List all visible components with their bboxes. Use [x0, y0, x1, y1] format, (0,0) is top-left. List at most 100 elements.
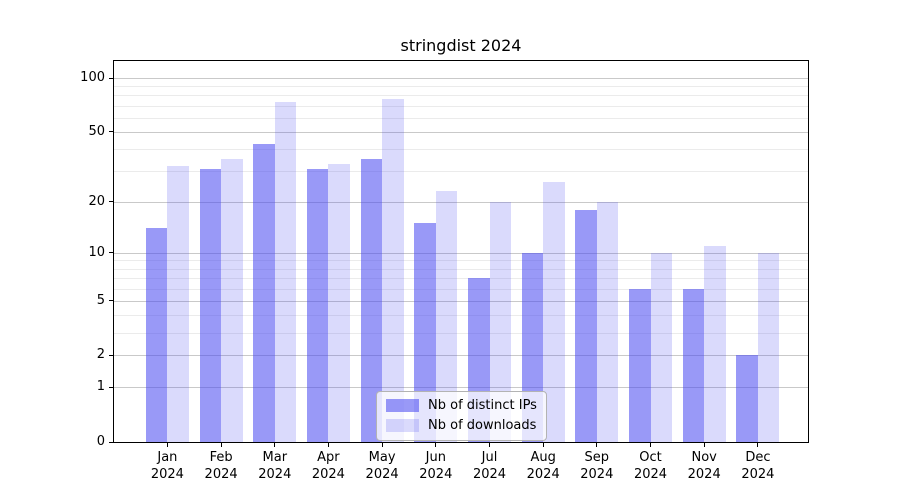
- y-axis-tick: [109, 131, 113, 133]
- year-label: 2024: [419, 467, 453, 482]
- legend: Nb of distinct IPs Nb of downloads: [376, 391, 547, 441]
- x-axis-tick: [703, 443, 705, 447]
- x-axis-tick: [220, 443, 222, 447]
- x-axis-tick-label: Mar 2024: [247, 449, 303, 483]
- legend-label: Nb of downloads: [428, 418, 537, 433]
- year-label: 2024: [580, 467, 614, 482]
- year-label: 2024: [150, 467, 184, 482]
- y-axis-tick: [109, 201, 113, 203]
- y-axis-tick: [109, 354, 113, 356]
- month-label: Dec: [745, 450, 771, 465]
- legend-swatch: [386, 419, 419, 432]
- year-label: 2024: [526, 467, 560, 482]
- month-label: Jan: [157, 450, 178, 465]
- minor-gridline: [114, 288, 808, 290]
- x-axis-tick: [327, 443, 329, 447]
- bar-distinct-ips: [253, 143, 275, 442]
- x-axis-tick: [650, 443, 651, 447]
- x-axis-tick: [489, 443, 490, 447]
- bar-distinct-ips: [145, 228, 168, 442]
- bar-distinct-ips: [629, 288, 651, 442]
- x-axis-tick-label: Jun 2024: [408, 449, 464, 483]
- x-axis-tick: [381, 443, 383, 447]
- gridlines-layer: [114, 61, 808, 442]
- x-axis-tick-label: Feb 2024: [193, 449, 249, 483]
- y-axis-tick: [109, 386, 113, 388]
- bar-distinct-ips: [414, 223, 436, 442]
- bar-downloads: [489, 201, 511, 442]
- x-axis-tick-label: Dec 2024: [730, 449, 786, 483]
- month-label: Aug: [530, 450, 556, 465]
- x-axis-tick-label: Aug 2024: [515, 449, 571, 483]
- major-gridline: [114, 131, 808, 133]
- bar-downloads: [274, 101, 297, 442]
- minor-gridline: [114, 260, 808, 262]
- y-axis-tick: [109, 252, 113, 254]
- bar-downloads: [221, 159, 243, 442]
- year-label: 2024: [365, 467, 399, 482]
- y-axis-tick: [109, 300, 113, 302]
- bar-distinct-ips: [575, 209, 597, 442]
- minor-gridline: [114, 149, 808, 151]
- year-label: 2024: [258, 467, 292, 482]
- bar-distinct-ips: [736, 355, 758, 442]
- bar-downloads: [435, 191, 458, 442]
- y-axis-tick-label: 50: [88, 123, 105, 139]
- x-axis-tick: [596, 443, 598, 447]
- bar-downloads: [596, 201, 619, 442]
- major-gridline: [114, 78, 808, 79]
- major-gridline: [114, 387, 808, 389]
- y-axis-tick-label: 10: [88, 244, 105, 260]
- y-axis-tick: [109, 77, 113, 79]
- y-axis-tick-label: 20: [88, 193, 105, 209]
- minor-gridline: [114, 332, 808, 334]
- minor-gridline: [114, 86, 808, 88]
- minor-gridline: [114, 95, 808, 97]
- minor-gridline: [114, 105, 808, 107]
- major-gridline: [114, 201, 808, 203]
- major-gridline: [114, 300, 808, 302]
- minor-gridline: [114, 315, 808, 317]
- x-axis-tick-label: Sep 2024: [569, 449, 625, 483]
- year-label: 2024: [741, 467, 775, 482]
- major-gridline: [114, 355, 808, 357]
- month-label: Apr: [317, 450, 340, 465]
- y-axis-tick-label: 2: [96, 347, 105, 363]
- legend-entry: Nb of distinct IPs: [386, 398, 537, 413]
- x-axis-tick-label: Oct 2024: [623, 449, 679, 483]
- x-axis-tick: [435, 443, 437, 447]
- minor-gridline: [114, 117, 808, 119]
- x-axis-tick-label: May 2024: [354, 449, 410, 483]
- x-axis-tick-label: Nov 2024: [676, 449, 732, 483]
- year-label: 2024: [472, 467, 507, 482]
- bar-downloads: [650, 252, 672, 442]
- legend-entry: Nb of downloads: [386, 418, 537, 433]
- year-label: 2024: [633, 467, 668, 482]
- bar-distinct-ips: [682, 288, 705, 442]
- bar-distinct-ips: [199, 168, 222, 442]
- bar-downloads: [328, 163, 350, 442]
- plot-area: Nb of distinct IPs Nb of downloads: [113, 60, 809, 443]
- x-axis-tick-label: Apr 2024: [300, 449, 356, 483]
- bar-downloads: [382, 99, 404, 442]
- month-label: Jul: [481, 450, 498, 465]
- month-label: Nov: [691, 450, 717, 465]
- x-axis-tick: [274, 443, 276, 447]
- legend-label: Nb of distinct IPs: [428, 398, 537, 413]
- y-axis-tick-label: 5: [96, 292, 105, 308]
- month-label: Oct: [639, 450, 662, 465]
- month-label: Feb: [209, 450, 233, 465]
- year-label: 2024: [204, 467, 238, 482]
- month-label: Mar: [262, 450, 288, 465]
- y-axis-tick: [109, 441, 113, 443]
- x-axis-tick: [166, 443, 168, 447]
- year-label: 2024: [311, 467, 345, 482]
- x-axis-tick: [542, 443, 544, 447]
- bar-distinct-ips: [306, 168, 329, 442]
- x-axis-tick: [757, 443, 759, 447]
- chart-title: stringdist 2024: [400, 36, 522, 55]
- year-label: 2024: [687, 467, 721, 482]
- minor-gridline: [114, 278, 808, 279]
- month-label: Sep: [584, 450, 610, 465]
